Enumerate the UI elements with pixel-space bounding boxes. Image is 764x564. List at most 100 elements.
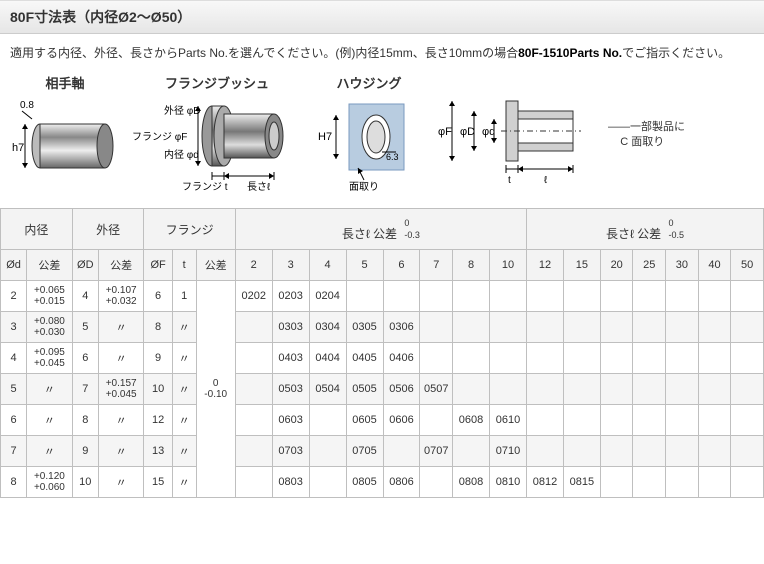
table-cell: 5 — [1, 374, 27, 405]
th-flange: フランジ — [144, 209, 235, 250]
table-cell: 〃 — [27, 436, 73, 467]
table-cell: 0204 — [309, 281, 346, 312]
table-cell — [731, 343, 764, 374]
th-kousa-F: 公差 — [196, 250, 235, 281]
table-cell: 〃 — [172, 436, 196, 467]
th-len2-12: 12 — [527, 250, 564, 281]
table-row: 5〃7+0.157+0.04510〃05030504050505060507 — [1, 374, 764, 405]
th-len1-label: 長さℓ 公差 — [342, 227, 397, 241]
bush-svg: フランジ φF 外径 φD 内径 φd フランジ t 長さℓ — [132, 96, 302, 196]
table-cell: 〃 — [98, 312, 144, 343]
table-cell — [420, 312, 453, 343]
table-cell — [346, 281, 383, 312]
table-cell — [235, 312, 272, 343]
table-cell — [731, 467, 764, 498]
instruction-text: 適用する内径、外径、長さからParts No.を選んでください。(例)内径15m… — [0, 34, 764, 65]
table-cell: 〃 — [172, 467, 196, 498]
table-cell — [235, 343, 272, 374]
table-cell: 0507 — [420, 374, 453, 405]
table-row: 2+0.065+0.0154+0.107+0.032610-0.10020202… — [1, 281, 764, 312]
table-cell — [600, 405, 633, 436]
table-cell: 0703 — [272, 436, 309, 467]
spec-table: 内径 外径 フランジ 長さℓ 公差 0-0.3 長さℓ 公差 0-0.5 Ød … — [0, 208, 764, 498]
table-cell — [600, 281, 633, 312]
table-cell: +0.107+0.032 — [98, 281, 144, 312]
table-cell — [600, 312, 633, 343]
bush-inD-text: 内径 φd — [164, 148, 199, 161]
th-phid: Ød — [1, 250, 27, 281]
table-cell — [698, 405, 731, 436]
table-cell: 0710 — [489, 436, 526, 467]
table-cell: 0403 — [272, 343, 309, 374]
table-cell: 9 — [72, 436, 98, 467]
table-cell: +0.065+0.015 — [27, 281, 73, 312]
table-cell — [666, 374, 699, 405]
table-cell — [420, 405, 453, 436]
shaft-h7-text: h7 — [12, 142, 24, 154]
table-cell — [489, 281, 526, 312]
table-cell — [666, 436, 699, 467]
table-cell: 0605 — [346, 405, 383, 436]
instruction-suffix: でご指示ください。 — [622, 46, 730, 60]
table-cell: 〃 — [98, 405, 144, 436]
table-cell — [731, 405, 764, 436]
table-cell: 0405 — [346, 343, 383, 374]
page-title: 80F寸法表（内径Ø2～Ø50） — [0, 0, 764, 34]
table-cell — [666, 343, 699, 374]
table-cell — [633, 374, 666, 405]
th-len1: 長さℓ 公差 0-0.3 — [235, 209, 526, 250]
th-naikei: 内径 — [1, 209, 73, 250]
table-cell: 6 — [1, 405, 27, 436]
table-cell: 0504 — [309, 374, 346, 405]
table-cell: 0603 — [272, 405, 309, 436]
table-cell: 〃 — [172, 405, 196, 436]
table-cell — [420, 281, 453, 312]
table-cell: 〃 — [172, 374, 196, 405]
diagram-housing-label: ハウジング — [336, 73, 401, 92]
table-cell — [633, 467, 666, 498]
table-cell — [235, 467, 272, 498]
housing-H7-text: H7 — [318, 131, 332, 143]
table-cell: 0806 — [383, 467, 420, 498]
table-cell: 0812 — [527, 467, 564, 498]
table-cell — [453, 343, 490, 374]
table-cell — [527, 405, 564, 436]
th-len1-4: 4 — [309, 250, 346, 281]
table-row: 4+0.095+0.0456〃9〃0403040404050406 — [1, 343, 764, 374]
diagram-shaft: 相手軸 0.8 h7 — [10, 73, 120, 186]
table-row: 7〃9〃13〃0703070507070710 — [1, 436, 764, 467]
table-cell: 0808 — [453, 467, 490, 498]
table-cell: 0303 — [272, 312, 309, 343]
table-cell: 0608 — [453, 405, 490, 436]
table-cell — [235, 405, 272, 436]
table-cell — [489, 312, 526, 343]
section-phiD-text: φD — [460, 126, 475, 138]
table-cell — [563, 312, 600, 343]
table-cell — [698, 312, 731, 343]
table-cell: 0815 — [563, 467, 600, 498]
th-t: t — [172, 250, 196, 281]
side-note-line2: C 面取り — [620, 136, 664, 148]
table-cell: 0705 — [346, 436, 383, 467]
th-len1-8: 8 — [453, 250, 490, 281]
th-len2-20: 20 — [600, 250, 633, 281]
table-cell — [666, 281, 699, 312]
table-cell — [309, 405, 346, 436]
table-cell: 0304 — [309, 312, 346, 343]
table-row: 3+0.080+0.0305〃8〃0303030403050306 — [1, 312, 764, 343]
table-cell: 〃 — [98, 436, 144, 467]
table-cell — [527, 436, 564, 467]
table-cell — [600, 343, 633, 374]
table-cell: 13 — [144, 436, 172, 467]
table-cell — [698, 374, 731, 405]
table-cell: 1 — [172, 281, 196, 312]
table-cell — [383, 436, 420, 467]
table-cell — [633, 312, 666, 343]
table-cell — [453, 374, 490, 405]
th-gaikei: 外径 — [72, 209, 144, 250]
housing-63-text: 6.3 — [386, 152, 399, 162]
diagram-row: 相手軸 0.8 h7 フランジブッシュ — [0, 65, 764, 208]
bush-flangeF-text: フランジ φF — [132, 131, 187, 143]
table-cell — [527, 281, 564, 312]
table-cell — [563, 405, 600, 436]
